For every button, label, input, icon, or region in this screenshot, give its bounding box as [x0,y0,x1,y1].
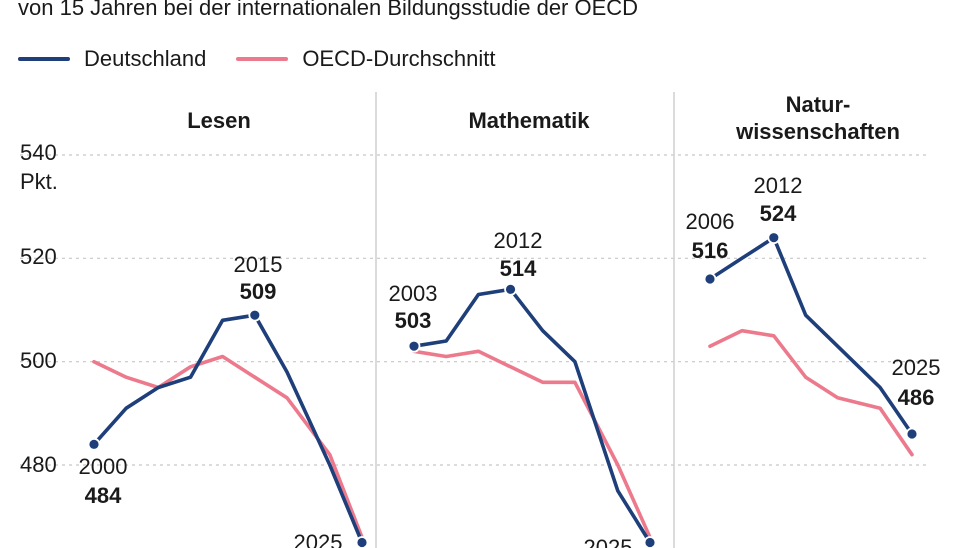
panel-title-2-line-1: Mathematik [468,108,590,133]
panel-title-3-line-1: Natur- [786,92,851,117]
annotation-value-panel-3-2025: 486 [898,385,935,410]
annotation-year-panel-2-2025: 2025 [584,535,633,548]
annotation-value-panel-2-2003: 503 [395,308,432,333]
annotation-year-panel-1-2000: 2000 [79,454,128,479]
data-point-marker-panel-3-2012 [767,231,781,245]
y-tick-label-540: 540 [20,140,57,165]
annotation-value-panel-1-2000: 484 [85,483,122,508]
annotation-year-panel-2-2012: 2012 [494,228,543,253]
data-point-marker-panel-1-2000 [87,437,101,451]
panel-title-1-line-1: Lesen [187,108,251,133]
annotation-year-panel-2-2003: 2003 [389,281,438,306]
legend-swatch-deutschland [18,57,70,61]
panel-title-3-line-2: wissenschaften [735,119,900,144]
data-point-marker-panel-2-2025 [643,536,657,548]
annotation-value-panel-3-2006: 516 [692,238,729,263]
annotation-year-panel-3-2006: 2006 [686,209,735,234]
series-line-oecd-panel-3 [708,328,914,457]
data-point-marker-panel-3-2025 [905,427,919,441]
legend-item-oecd: OECD-Durchschnitt [236,46,495,72]
y-tick-label-520: 520 [20,244,57,269]
series-line-deutschland-panel-3 [708,235,914,436]
data-point-marker-panel-1-2025 [355,536,369,548]
y-tick-label-500: 500 [20,348,57,373]
annotation-value-panel-3-2012: 524 [760,201,797,226]
legend: Deutschland OECD-Durchschnitt [18,44,525,74]
data-point-marker-panel-2-2012 [504,282,517,296]
chart-subtitle: von 15 Jahren bei der internationalen Bi… [18,0,639,20]
annotation-year-panel-1-2015: 2015 [234,252,283,277]
annotation-year-panel-1-2025: 2025 [294,530,343,548]
y-axis-unit: Pkt. [20,169,58,194]
annotation-year-panel-3-2025: 2025 [892,355,941,380]
series-line-oecd-panel-2 [412,349,652,540]
legend-swatch-oecd [236,57,289,61]
annotation-year-panel-3-2012: 2012 [754,173,803,198]
annotation-value-panel-1-2015: 509 [240,279,277,304]
legend-item-deutschland: Deutschland [18,46,206,72]
y-tick-label-480: 480 [20,452,57,477]
legend-label-deutschland: Deutschland [84,46,207,71]
data-point-marker-panel-3-2006 [703,272,717,286]
annotation-value-panel-2-2012: 514 [500,256,537,281]
data-point-marker-panel-2-2003 [407,339,421,353]
series-line-deutschland-panel-2 [412,287,652,545]
data-point-marker-panel-1-2015 [248,308,262,322]
legend-label-oecd: OECD-Durchschnitt [302,46,496,71]
series-line-deutschland-panel-1 [92,313,364,545]
